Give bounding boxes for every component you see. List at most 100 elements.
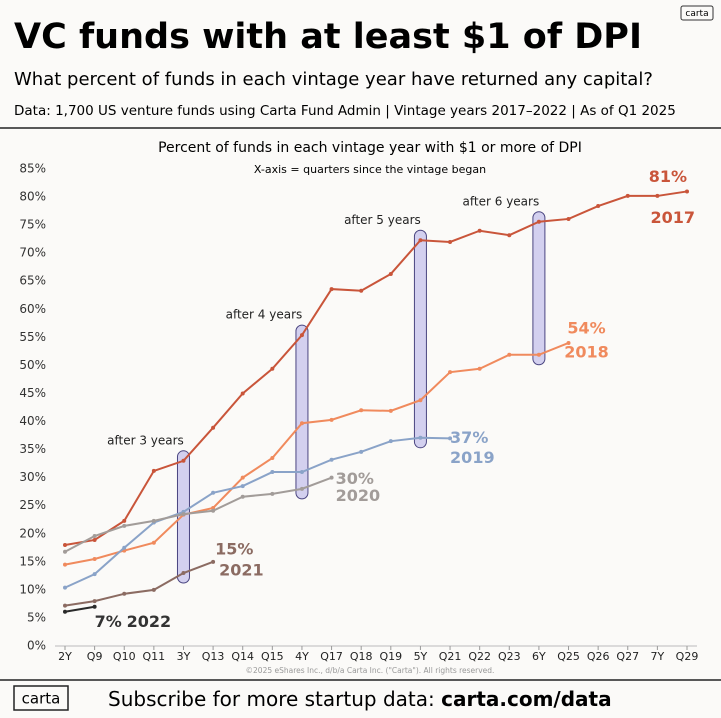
y-tick-label: 75% — [19, 218, 46, 232]
point — [299, 470, 304, 475]
point — [240, 494, 245, 499]
x-tick-label: Q23 — [498, 650, 521, 663]
y-tick-label: 80% — [19, 190, 46, 204]
annotation: after 4 years — [226, 308, 303, 322]
series-name: 2022 — [127, 612, 172, 631]
milestone-band — [532, 211, 546, 366]
y-tick-label: 15% — [19, 554, 46, 568]
point — [329, 457, 334, 462]
point — [63, 585, 67, 590]
brand: carta — [685, 9, 708, 19]
point — [566, 340, 571, 345]
milestone-band — [295, 324, 309, 500]
point — [92, 537, 97, 542]
point — [122, 545, 127, 550]
value-label: 54% — [567, 318, 605, 337]
y-tick-label: 60% — [19, 302, 46, 316]
y-tick-label: 55% — [19, 330, 46, 344]
point — [507, 233, 512, 238]
point — [181, 571, 186, 576]
footnote: ©2025 eShares Inc., d/b/a Carta Inc. ("C… — [246, 666, 495, 675]
point — [151, 518, 156, 523]
source: Data: 1,700 US venture funds using Carta… — [14, 103, 676, 119]
y-tick-label: 85% — [19, 162, 46, 176]
point — [329, 417, 334, 422]
x-tick-label: Q26 — [587, 650, 610, 663]
point — [299, 333, 304, 338]
x-tick-label: Q18 — [350, 650, 373, 663]
point — [448, 370, 453, 375]
point — [151, 468, 156, 473]
point — [63, 542, 67, 547]
value-label: 15% — [215, 539, 253, 558]
x-tick-label: Q13 — [202, 650, 225, 663]
y-tick-label: 65% — [19, 274, 46, 288]
x-tick-label: 5Y — [414, 650, 428, 663]
point — [685, 189, 689, 194]
point — [270, 470, 275, 475]
chart-subtitle: X-axis = quarters since the vintage bega… — [254, 163, 486, 176]
value-label: 30% — [336, 469, 374, 488]
x-tick-label: Q25 — [557, 650, 580, 663]
x-tick-label: Q22 — [468, 650, 491, 663]
point — [63, 603, 67, 608]
bands — [176, 211, 546, 584]
annotation: after 5 years — [344, 213, 421, 227]
subtitle: What percent of funds in each vintage ye… — [14, 69, 653, 90]
x-tick-label: 3Y — [177, 650, 191, 663]
point — [122, 518, 127, 523]
x-tick-label: Q15 — [261, 650, 284, 663]
point — [299, 486, 304, 491]
point — [270, 456, 275, 461]
point — [329, 287, 334, 292]
y-tick-label: 20% — [19, 526, 46, 540]
point — [270, 366, 275, 371]
point — [566, 216, 571, 221]
series-line — [64, 605, 95, 613]
point — [92, 572, 97, 577]
series-line — [64, 436, 451, 589]
point — [181, 512, 186, 517]
brand-box — [680, 5, 714, 21]
y-tick-label: 0% — [27, 639, 46, 653]
point — [240, 475, 245, 480]
series-name: 2021 — [219, 560, 264, 579]
value-label: 81% — [649, 167, 687, 186]
point — [329, 475, 334, 480]
title: VC funds with at least $1 of DPI — [14, 17, 642, 57]
point — [359, 449, 364, 454]
point — [122, 591, 127, 596]
point — [448, 239, 453, 244]
point — [211, 508, 216, 513]
annotation: after 3 years — [107, 433, 184, 447]
point — [477, 366, 482, 371]
point — [92, 557, 97, 562]
x-tick-label: Q27 — [616, 650, 639, 663]
point — [359, 408, 364, 413]
milestone-band — [413, 229, 427, 449]
y-tick-label: 40% — [19, 414, 46, 428]
footer-text: Subscribe for more startup data: carta.c… — [108, 687, 612, 711]
point — [151, 587, 156, 592]
point — [388, 439, 393, 444]
point — [596, 204, 601, 209]
point — [63, 549, 67, 554]
x-tick-label: Q19 — [379, 650, 402, 663]
annotation: after 6 years — [463, 194, 540, 208]
y-tick-label: 5% — [27, 610, 46, 624]
x-tick-label: 6Y — [532, 650, 546, 663]
point — [299, 421, 304, 426]
series-line — [64, 190, 688, 546]
point — [63, 609, 67, 614]
y-tick-label: 70% — [19, 246, 46, 260]
point — [536, 219, 541, 224]
footer-brand: carta — [22, 690, 61, 708]
x-tick-label: 2Y — [58, 650, 72, 663]
y-tick-label: 25% — [19, 498, 46, 512]
point — [418, 238, 423, 243]
series-line — [64, 560, 214, 607]
footer-link[interactable]: carta.com/data — [441, 687, 611, 711]
x-tick-label: Q17 — [320, 650, 343, 663]
point — [418, 398, 423, 403]
